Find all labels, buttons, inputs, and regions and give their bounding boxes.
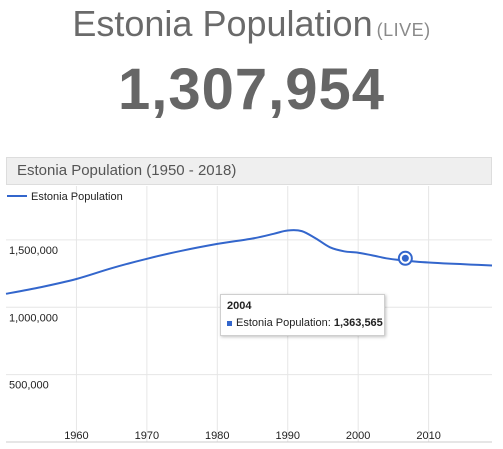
page-title: Estonia Population (LIVE) — [0, 4, 503, 50]
x-tick-label: 1990 — [275, 430, 299, 442]
series-line-estonia-population[interactable] — [5, 229, 493, 295]
tooltip-value: 1,363,565 — [333, 317, 383, 329]
hover-point[interactable] — [401, 254, 409, 262]
y-tick-label: 500,000 — [9, 380, 49, 392]
tooltip-series-dot — [227, 320, 232, 326]
x-tick-label: 1980 — [205, 430, 229, 442]
x-tick-label: 1970 — [135, 430, 159, 442]
legend-label: Estonia Population — [31, 191, 123, 203]
tooltip-label: Estonia Population: — [236, 317, 331, 329]
chart-tooltip: 2004 Estonia Population: 1,363,565 — [220, 294, 385, 336]
chart-panel-header: Estonia Population (1950 - 2018) — [6, 157, 492, 185]
live-badge: (LIVE) — [376, 20, 431, 40]
chart-legend[interactable]: Estonia Population — [7, 191, 123, 203]
x-tick-label: 2010 — [416, 430, 440, 442]
live-population-counter: 1,307,954 — [117, 57, 386, 122]
y-axis-ticks: 500,000 1,000,000 1,500,000 — [9, 245, 58, 392]
page-title-text: Estonia Population — [72, 3, 373, 44]
y-tick-label: 1,000,000 — [9, 312, 58, 324]
y-tick-label: 1,500,000 — [9, 245, 58, 257]
hover-marker[interactable] — [397, 250, 413, 266]
tooltip-row: Estonia Population: 1,363,565 — [227, 317, 383, 329]
x-tick-label: 2000 — [346, 430, 370, 442]
tooltip-year: 2004 — [227, 300, 252, 312]
x-axis-ticks: 1960 1970 1980 1990 2000 2010 — [64, 430, 441, 442]
x-tick-label: 1960 — [64, 430, 88, 442]
